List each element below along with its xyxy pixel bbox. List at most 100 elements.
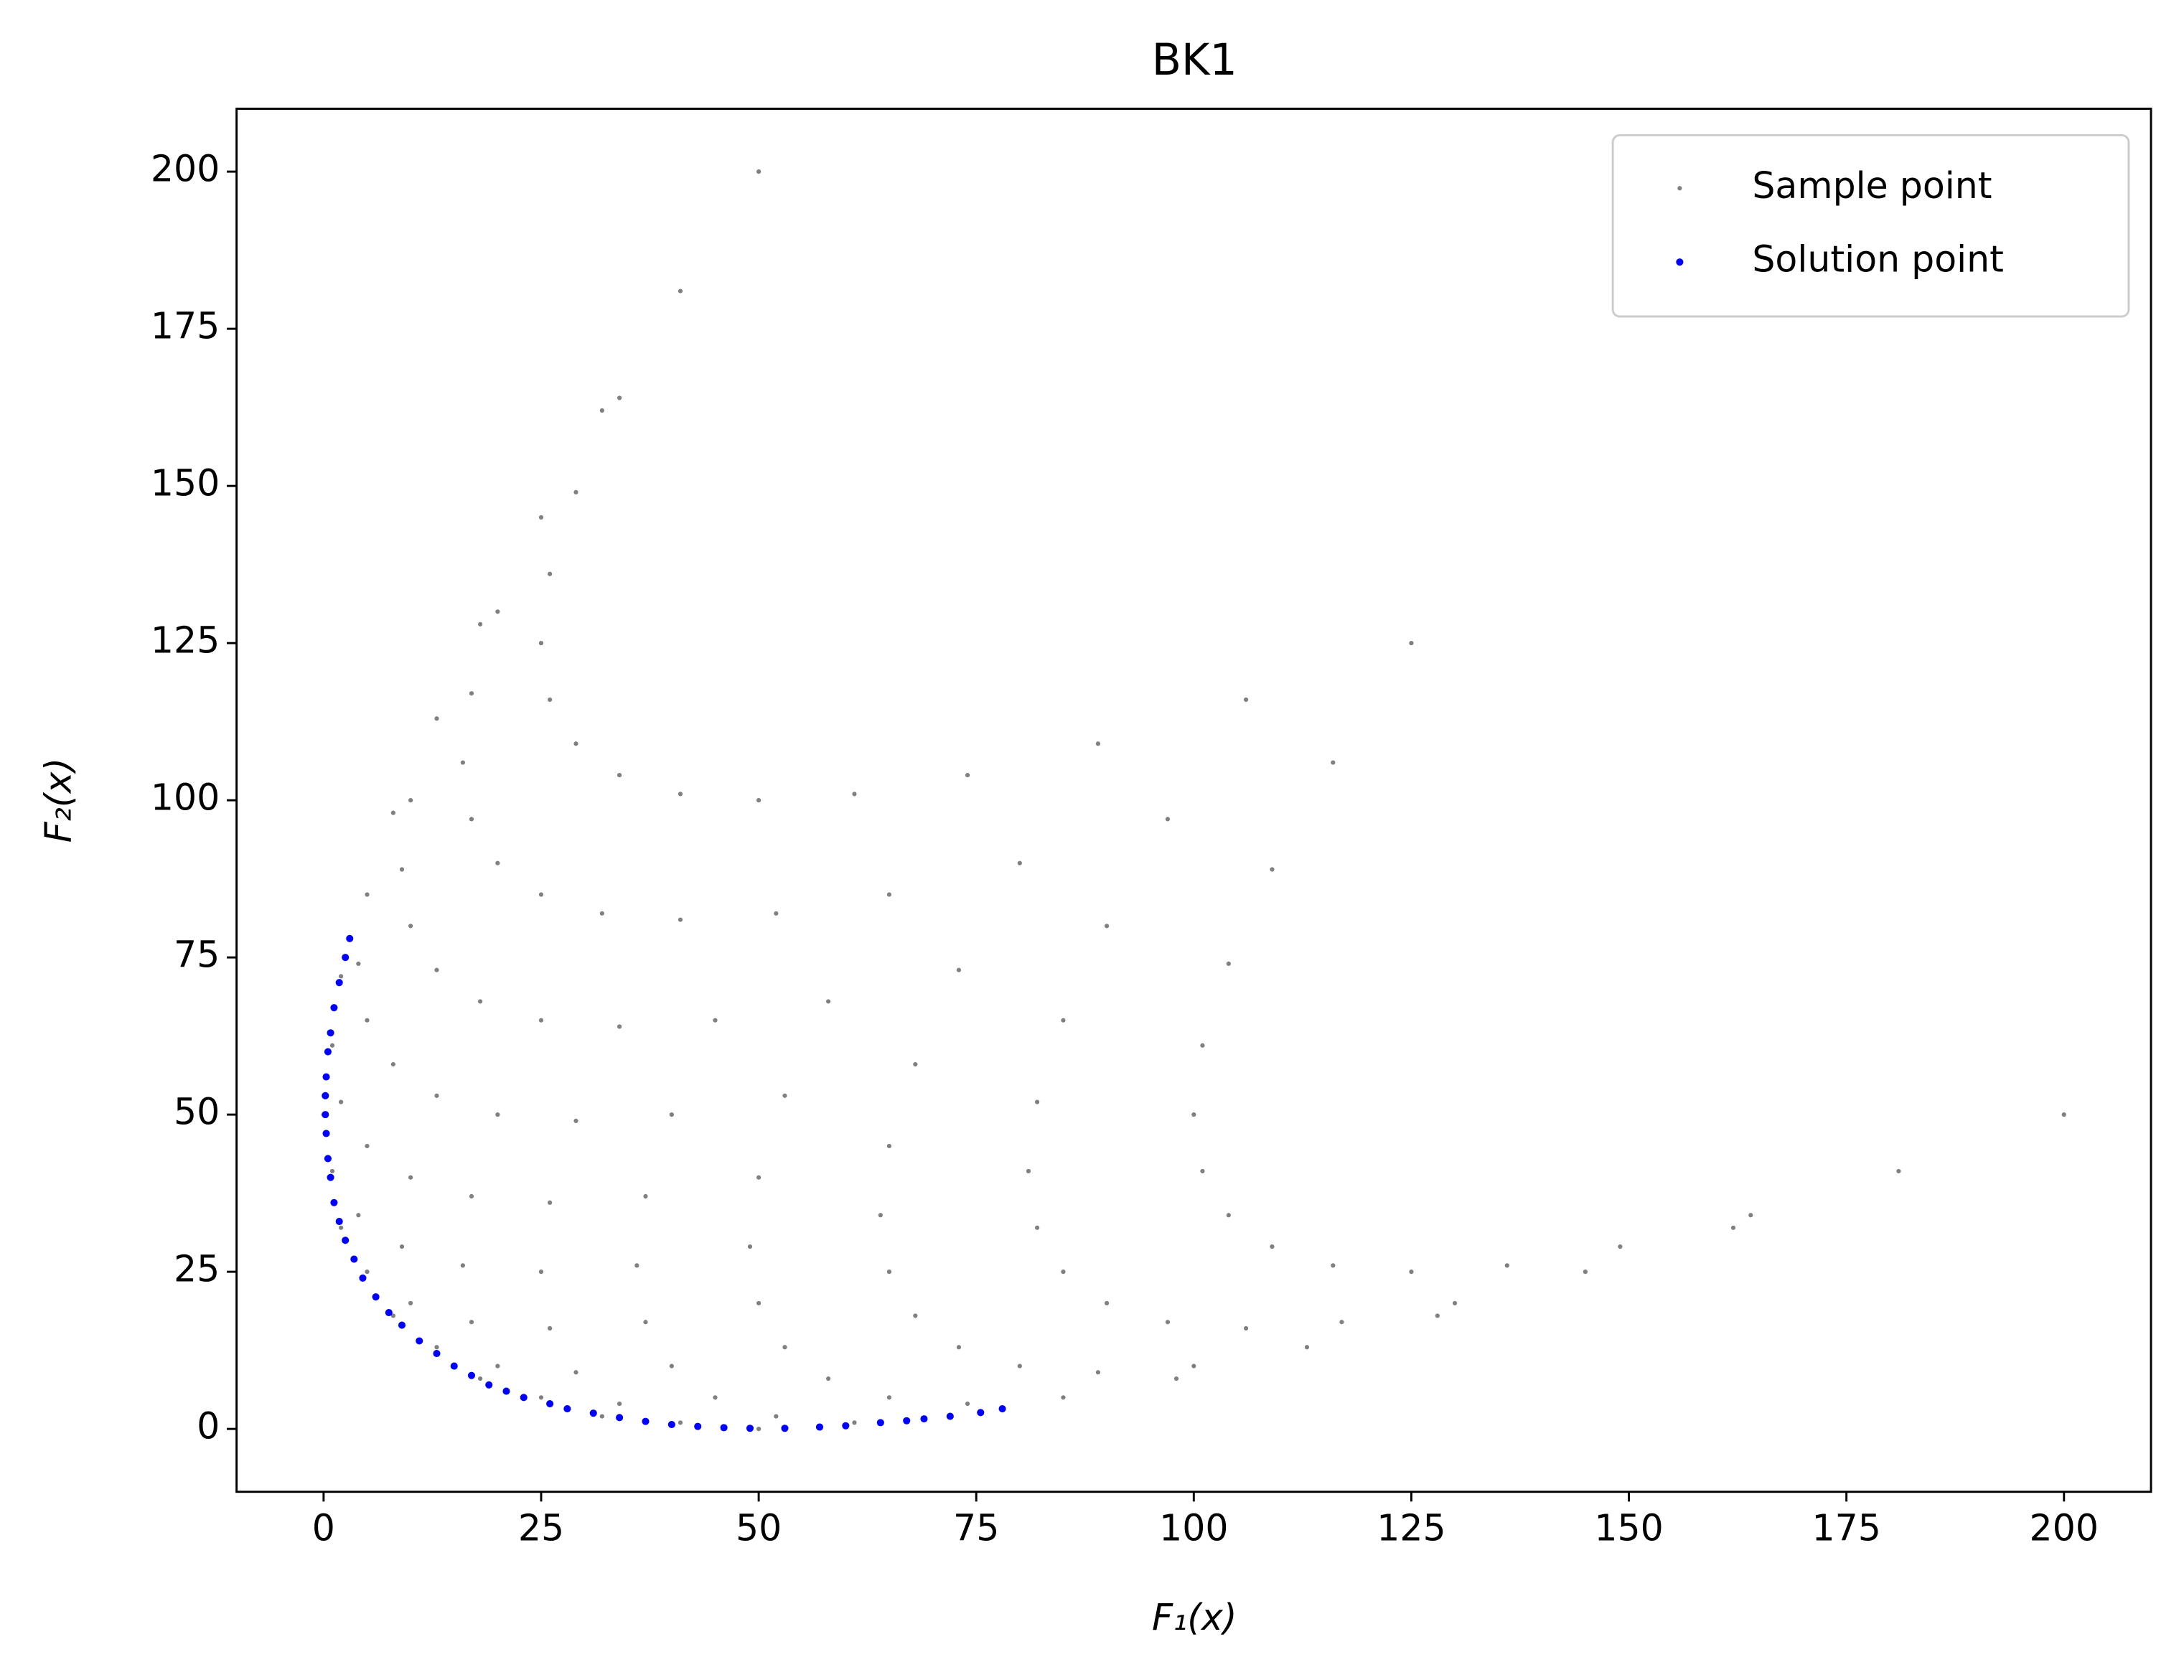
point <box>339 1225 344 1230</box>
point <box>467 1371 476 1379</box>
point <box>616 1414 624 1422</box>
point <box>1618 1244 1623 1249</box>
x-tick-label: 0 <box>312 1507 335 1549</box>
point <box>322 1092 329 1099</box>
point <box>913 1061 918 1067</box>
chart-title: BK1 <box>1152 35 1237 85</box>
point <box>599 408 604 413</box>
point <box>852 1420 857 1425</box>
point <box>390 1061 395 1067</box>
point <box>782 1345 787 1350</box>
point <box>642 1417 650 1425</box>
point <box>573 1370 578 1375</box>
point <box>335 1217 343 1226</box>
point <box>365 1143 370 1149</box>
legend-box <box>1611 133 2130 318</box>
point <box>538 641 544 646</box>
y-tick-label: 200 <box>151 148 220 190</box>
point <box>495 609 500 614</box>
point <box>365 1270 370 1275</box>
point <box>781 1425 789 1432</box>
point <box>617 1401 622 1407</box>
point <box>756 798 761 803</box>
point <box>469 1320 474 1325</box>
point <box>1017 1364 1022 1369</box>
point <box>903 1417 911 1425</box>
point <box>460 760 465 765</box>
legend-marker <box>1676 258 1684 266</box>
point <box>1583 1270 1588 1275</box>
point <box>478 999 483 1004</box>
point <box>1191 1364 1196 1369</box>
point <box>434 1345 439 1350</box>
point <box>998 1405 1006 1413</box>
y-tick-label: 175 <box>151 305 220 347</box>
point <box>1034 1099 1040 1104</box>
point <box>2061 1112 2066 1117</box>
point <box>359 1274 367 1282</box>
point <box>1243 697 1249 703</box>
point <box>538 1018 544 1023</box>
point <box>886 1270 892 1275</box>
point <box>617 395 622 400</box>
point <box>342 1236 350 1244</box>
x-axis-label: F₁(x) <box>1152 1596 1237 1638</box>
point <box>756 1175 761 1180</box>
x-tick-label: 75 <box>953 1507 999 1549</box>
point <box>324 1155 332 1163</box>
point <box>322 1111 329 1119</box>
point <box>1200 1168 1205 1174</box>
point <box>408 798 413 803</box>
x-tick-label: 200 <box>2030 1507 2099 1549</box>
point <box>548 1200 553 1205</box>
point <box>852 792 857 797</box>
point <box>1200 1043 1205 1048</box>
point <box>1165 817 1171 822</box>
point <box>434 967 439 972</box>
point <box>1270 1244 1275 1249</box>
point <box>617 772 622 778</box>
point <box>495 1112 500 1117</box>
point <box>502 1387 510 1395</box>
point <box>538 892 544 897</box>
point <box>1095 741 1101 746</box>
point <box>913 1313 918 1318</box>
point <box>1243 1325 1249 1331</box>
point <box>1748 1213 1753 1218</box>
y-tick-label: 125 <box>151 619 220 662</box>
legend-marker <box>1677 186 1682 191</box>
point <box>1104 1300 1110 1306</box>
point <box>365 892 370 897</box>
point <box>1339 1320 1344 1325</box>
y-axis-label: F₂(x) <box>37 758 79 843</box>
point <box>1730 1225 1736 1230</box>
point <box>713 1018 718 1023</box>
point <box>669 1364 674 1369</box>
point <box>385 1309 393 1317</box>
point <box>1504 1263 1509 1268</box>
point <box>1331 760 1336 765</box>
point <box>1896 1168 1901 1174</box>
point <box>678 288 683 294</box>
point <box>563 1405 571 1413</box>
point <box>416 1337 423 1345</box>
point <box>548 697 553 703</box>
point <box>548 1325 553 1331</box>
point <box>330 1004 338 1012</box>
point <box>589 1409 597 1417</box>
point <box>815 1423 824 1431</box>
x-tick-label: 150 <box>1594 1507 1663 1549</box>
point <box>756 169 761 174</box>
y-tick-label: 25 <box>174 1248 220 1290</box>
point <box>782 1093 787 1098</box>
point <box>495 860 500 865</box>
point <box>643 1193 648 1199</box>
point <box>408 1175 413 1180</box>
point <box>548 571 553 576</box>
point <box>372 1293 380 1301</box>
point <box>460 1263 465 1268</box>
point <box>546 1400 554 1408</box>
point <box>1165 1320 1171 1325</box>
legend-label: Sample point <box>1752 164 1992 207</box>
point <box>667 1420 675 1429</box>
